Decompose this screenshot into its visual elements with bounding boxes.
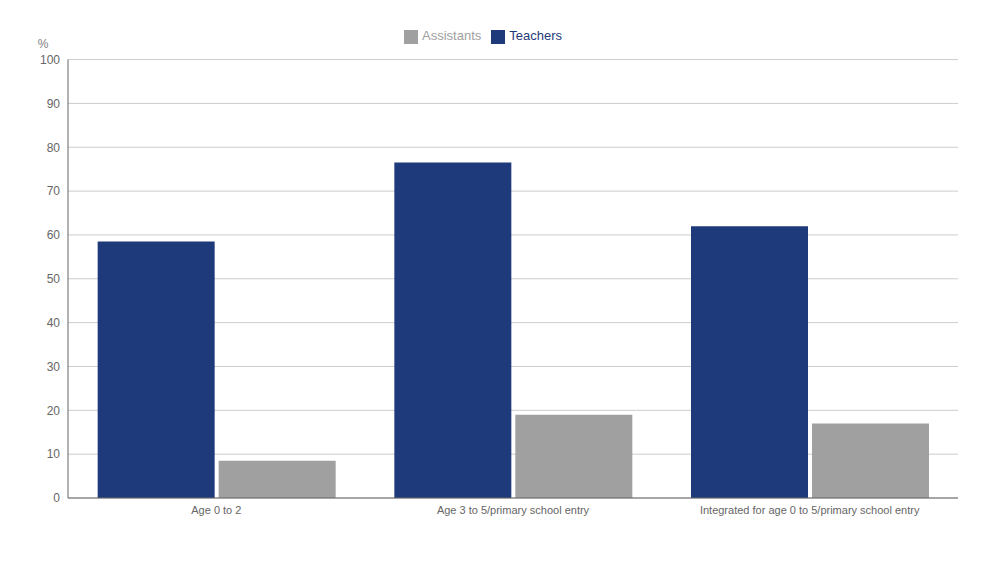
svg-text:30: 30 — [47, 360, 61, 374]
svg-text:Integrated for age 0 to 5/prim: Integrated for age 0 to 5/primary school… — [700, 504, 920, 516]
svg-text:100: 100 — [40, 53, 60, 67]
svg-text:90: 90 — [47, 97, 61, 111]
svg-text:40: 40 — [47, 316, 61, 330]
svg-text:Age 3 to 5/primary school entr: Age 3 to 5/primary school entry — [437, 504, 590, 516]
svg-text:70: 70 — [47, 184, 61, 198]
svg-text:Age 0 to 2: Age 0 to 2 — [191, 504, 241, 516]
svg-text:80: 80 — [47, 141, 61, 155]
html-text:Assistants: Assistants — [422, 28, 482, 43]
html-text:Teachers: Teachers — [509, 28, 562, 43]
svg-text:20: 20 — [47, 404, 61, 418]
svg-text:0: 0 — [53, 491, 60, 505]
svg-text:50: 50 — [47, 272, 61, 286]
svg-text:%: % — [38, 37, 49, 51]
svg-text:10: 10 — [47, 447, 61, 461]
svg-text:60: 60 — [47, 228, 61, 242]
